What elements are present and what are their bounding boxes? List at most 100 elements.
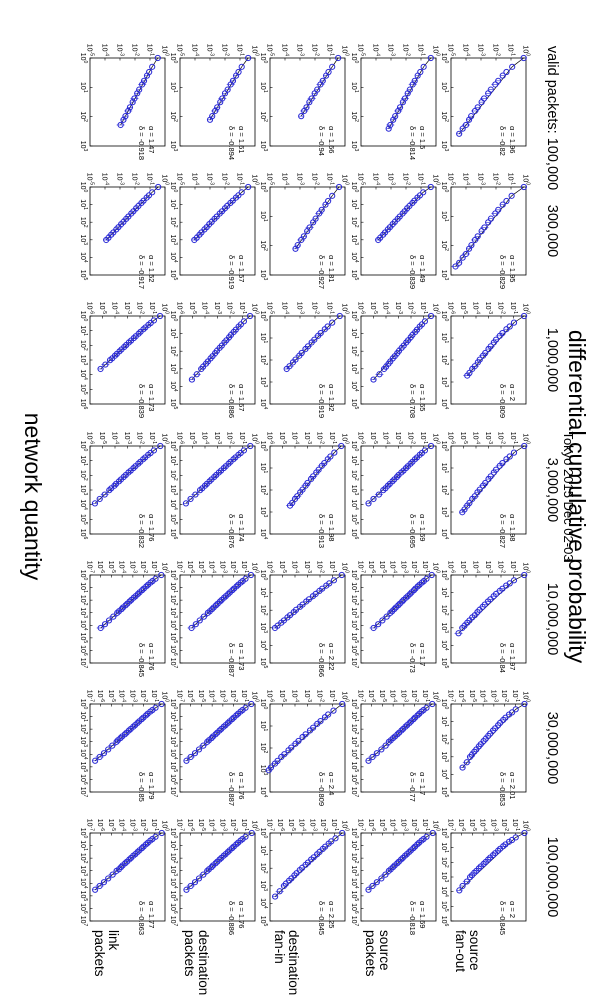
data-point	[490, 469, 497, 476]
data-point	[117, 121, 124, 129]
y-tick-label: 10-4	[382, 432, 391, 444]
data-point	[193, 371, 200, 378]
x-tick-label: 100	[79, 699, 88, 710]
alpha-annotation: α = 1.98	[508, 514, 517, 541]
y-tick-label: 100	[341, 820, 350, 831]
x-tick-label: 104	[79, 749, 88, 760]
fit-line-head	[515, 703, 525, 710]
panel: 10010110210310410510610710010-110-210-31…	[169, 690, 260, 806]
delta-annotation: δ = -0.853	[498, 772, 507, 806]
fit-line-head	[426, 832, 433, 838]
data-point	[324, 456, 331, 463]
x-tick-label: 103	[79, 865, 88, 876]
data-point	[144, 839, 151, 846]
y-tick-label: 10-5	[176, 44, 185, 56]
x-tick-label: 104	[259, 399, 268, 410]
x-tick-label: 100	[169, 182, 178, 193]
y-tick-label: 10-2	[500, 690, 509, 702]
data-point	[191, 750, 199, 757]
data-point	[490, 339, 497, 346]
data-point	[105, 746, 112, 753]
y-tick-label: 100	[341, 562, 350, 573]
y-tick-label: 10-4	[291, 690, 300, 702]
data-point	[192, 621, 199, 628]
y-tick-label: 10-6	[457, 690, 466, 702]
y-tick-label: 10-2	[410, 561, 419, 573]
y-tick-label: 10-3	[394, 302, 403, 314]
delta-annotation: δ = -0.886	[227, 384, 236, 418]
data-point	[412, 585, 419, 592]
x-tick-label: 107	[169, 658, 178, 669]
x-tick-label: 101	[169, 711, 178, 722]
y-tick-label: 10-3	[484, 561, 493, 573]
x-tick-label: 103	[440, 141, 449, 152]
fit-line-head	[333, 703, 343, 711]
data-point	[500, 716, 507, 723]
data-point	[302, 482, 309, 489]
fit-line-head	[241, 186, 249, 193]
y-tick-label: 10-1	[421, 690, 430, 702]
y-tick-label: 10-7	[86, 690, 95, 702]
x-tick-label: 101	[440, 716, 449, 727]
panel: 100 101 102 103 104 100 10-110-2 10-310-4 10-510…	[259, 432, 350, 548]
y-tick-label: 10-7	[176, 690, 185, 702]
y-tick-label: 10-3	[477, 44, 486, 56]
data-point	[248, 700, 255, 708]
data-point	[289, 359, 297, 366]
data-point	[302, 346, 309, 353]
delta-annotation: δ = -0.695	[408, 514, 417, 548]
x-tick-label: 104	[259, 529, 268, 540]
panel-frame	[269, 186, 346, 276]
data-point	[400, 725, 407, 733]
panel: 10010110210310410510610710010-110-210-31…	[79, 819, 170, 935]
y-tick-label: 10-2	[319, 819, 328, 831]
y-tick-label: 10-3	[128, 561, 137, 573]
x-tick-label: 107	[169, 787, 178, 798]
data-point	[496, 462, 503, 469]
alpha-annotation: α = 2	[508, 901, 517, 918]
panel-frame	[179, 57, 256, 147]
panel-frame	[360, 574, 437, 664]
x-tick-label: 105	[440, 901, 449, 912]
data-point	[395, 858, 402, 865]
delta-annotation: δ = -0.708	[408, 384, 417, 418]
alpha-annotation: α = 1.95	[508, 255, 517, 282]
y-tick-label: 10-5	[278, 690, 287, 702]
data-point	[200, 871, 207, 878]
fit-line-head	[334, 445, 342, 453]
delta-annotation: δ = -0.927	[317, 255, 326, 289]
data-point	[411, 714, 419, 721]
y-tick-label: 10-1	[236, 44, 245, 56]
x-tick-label: 103	[259, 623, 268, 634]
data-point	[285, 877, 293, 884]
data-point	[385, 867, 392, 874]
x-tick-label: 100	[350, 570, 359, 581]
fit-line-head	[153, 315, 161, 321]
y-tick-label: 10-4	[101, 173, 110, 185]
y-tick-label: 10-6	[176, 432, 185, 444]
data-point	[314, 332, 322, 339]
data-point	[127, 725, 134, 733]
y-tick-label: 10-5	[459, 432, 468, 444]
y-tick-label: 10-2	[492, 173, 501, 185]
x-tick-label: 100	[169, 53, 178, 64]
alpha-annotation: α = 1.79	[147, 772, 156, 799]
data-point	[296, 866, 303, 874]
data-point	[417, 68, 424, 76]
data-point	[232, 454, 239, 461]
data-point	[329, 319, 336, 326]
fit-line-head	[241, 57, 249, 68]
data-point	[136, 589, 143, 596]
panel: 10010110210310410510610710010-110-210-31…	[350, 819, 441, 935]
data-point	[455, 630, 462, 637]
data-point	[520, 183, 527, 191]
x-tick-label: 107	[79, 787, 88, 798]
y-tick-label: 100	[522, 303, 531, 314]
x-tick-label: 101	[440, 842, 449, 853]
x-tick-label: 106	[79, 903, 88, 914]
panel: 100 101 102 103 104 105 106 100 10-110-2 10-310-4…	[79, 302, 170, 418]
data-point	[485, 219, 492, 226]
x-tick-label: 103	[79, 235, 88, 246]
data-point	[499, 72, 506, 79]
x-tick-label: 103	[440, 623, 449, 634]
